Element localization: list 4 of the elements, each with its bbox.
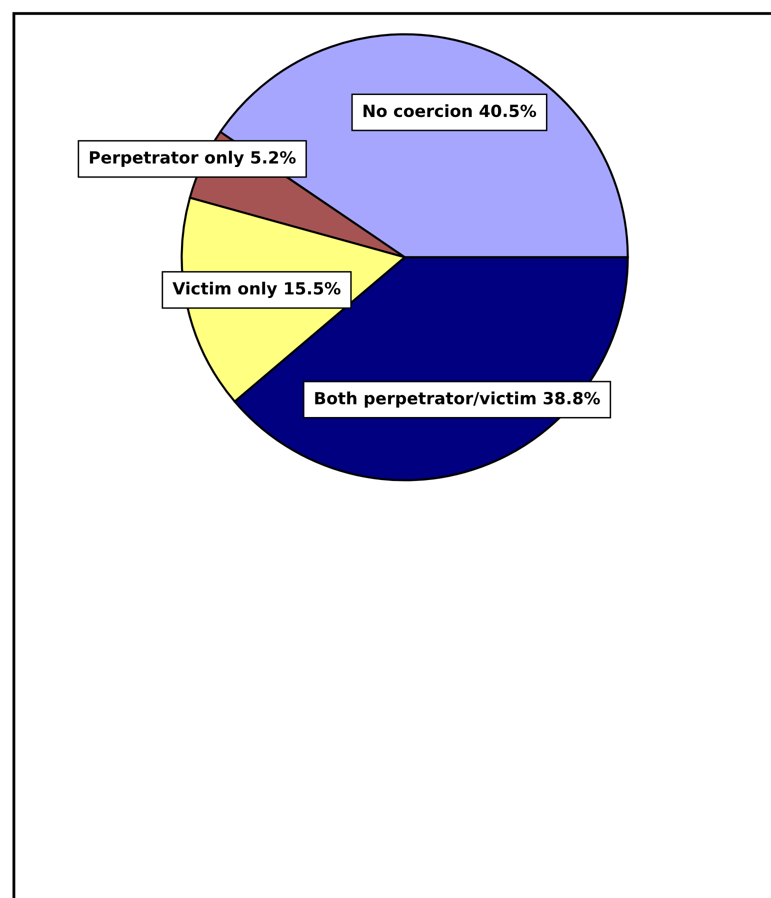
slice-label: Both perpetrator/victim 38.8% [315, 392, 600, 408]
slice-label: No coercion 40.5% [364, 104, 536, 118]
slice-label: Victim only 15.5% [172, 282, 340, 298]
slice-label: Perpetrator only 5.2% [90, 150, 296, 168]
